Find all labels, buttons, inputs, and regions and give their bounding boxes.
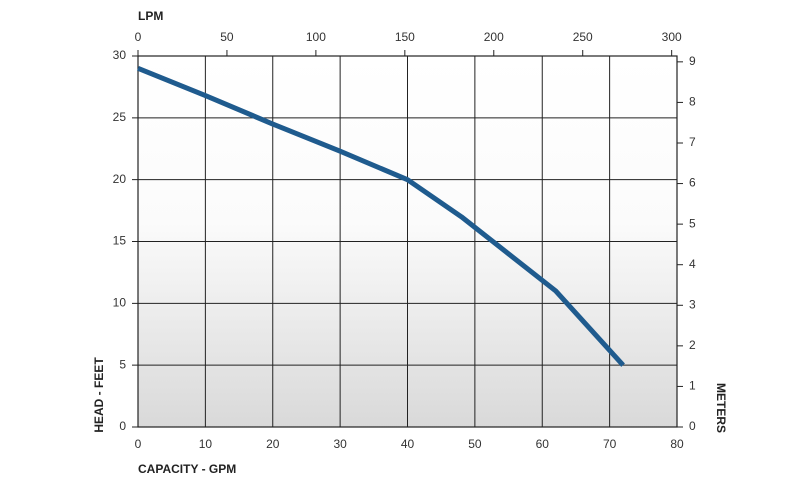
y-axis-label: HEAD - FEET [92, 357, 106, 433]
y2-tick-label: 9 [689, 54, 696, 68]
y-tick-label: 10 [113, 296, 127, 310]
y2-tick-label: 5 [689, 216, 696, 230]
plot-border [137, 55, 678, 428]
x-tick-label: 50 [468, 437, 482, 451]
x2-tick-label: 100 [306, 30, 326, 44]
y2-tick-label: 6 [689, 176, 696, 190]
y-tick-label: 20 [113, 172, 127, 186]
x-tick-label: 10 [199, 437, 213, 451]
y-tick-label: 15 [113, 234, 127, 248]
x2-tick-label: 50 [220, 30, 234, 44]
y2-tick-label: 4 [689, 257, 696, 271]
x-tick-label: 80 [670, 437, 684, 451]
y-tick-label: 5 [119, 357, 126, 371]
x2-axis-label: LPM [138, 9, 163, 23]
y2-tick-label: 2 [689, 338, 696, 352]
y-tick-label: 0 [119, 419, 126, 433]
y2-tick-label: 1 [689, 379, 696, 393]
x-axis-label: CAPACITY - GPM [138, 462, 236, 476]
x-tick-label: 30 [333, 437, 347, 451]
curve [137, 66, 625, 367]
y-tick-label: 25 [113, 110, 127, 124]
x-tick-label: 70 [603, 437, 617, 451]
x2-tick-label: 0 [135, 30, 142, 44]
x2-tick-label: 300 [662, 30, 682, 44]
y2-tick-label: 7 [689, 135, 696, 149]
y2-tick-label: 0 [689, 419, 696, 433]
x2-tick-label: 250 [573, 30, 593, 44]
x-tick-label: 20 [266, 437, 280, 451]
x-tick-label: 60 [536, 437, 550, 451]
x2-tick-label: 200 [484, 30, 504, 44]
y2-axis-label: METERS [714, 383, 728, 433]
y-tick-label: 30 [113, 48, 127, 62]
x-tick-label: 0 [135, 437, 142, 451]
y2-tick-label: 8 [689, 95, 696, 109]
x2-tick-label: 150 [395, 30, 415, 44]
x-tick-label: 40 [401, 437, 415, 451]
y2-tick-label: 3 [689, 297, 696, 311]
